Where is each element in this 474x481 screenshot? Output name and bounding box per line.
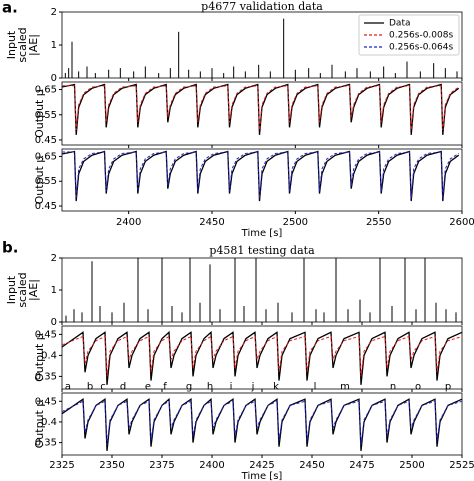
y-tick-label: 0 (51, 317, 57, 328)
x-tick-label: 2500 (283, 217, 308, 228)
y-tick-label: 1 (51, 285, 57, 296)
cycle-letter: o (415, 382, 421, 393)
y-tick-label: 1 (51, 40, 57, 51)
y-tick-label: 0.65 (35, 85, 57, 96)
cycle-letter: n (390, 382, 396, 393)
series-line (61, 83, 460, 135)
y-axis-label: Output μ (33, 400, 46, 449)
y-axis-label: Input (5, 275, 18, 304)
y-tick-label: 0.45 (35, 329, 57, 340)
panel-label: a. (2, 0, 18, 17)
cycle-letter: j (251, 382, 255, 393)
x-tick-label: 2500 (399, 460, 424, 471)
y-axis-label: scaled (16, 272, 29, 307)
cycle-letter: m (340, 382, 350, 393)
y-tick-label: 0.65 (35, 151, 57, 162)
cycle-letter: e (145, 382, 151, 393)
series-line (62, 151, 459, 199)
cycle-letter: k (273, 382, 279, 393)
cycle-letter: h (207, 382, 213, 393)
y-tick-label: 2 (51, 7, 57, 18)
panel-frame (61, 81, 463, 146)
cycle-letter: l (314, 382, 317, 393)
y-axis-label: Output μ (33, 156, 46, 205)
y-tick-label: 0.55 (35, 176, 57, 187)
panel-label: b. (2, 239, 18, 257)
cycle-letter: g (186, 382, 192, 393)
y-tick-label: 0.35 (35, 371, 57, 382)
x-tick-label: 2325 (49, 460, 74, 471)
chart-title: p4581 testing data (209, 244, 315, 257)
series-line (62, 85, 459, 130)
y-axis-label: |AE| (27, 34, 40, 56)
panel-frame (61, 257, 463, 323)
y-tick-label: 2 (51, 253, 57, 264)
cycle-letter: d (120, 382, 126, 393)
x-tick-label: 2525 (449, 460, 474, 471)
series-line (61, 330, 463, 385)
legend-label: 0.256s-0.064s (389, 43, 453, 53)
y-axis-label: Input (5, 30, 18, 59)
y-tick-label: 0.4 (41, 350, 57, 361)
x-tick-label: 2400 (116, 217, 141, 228)
x-tick-label: 2550 (366, 217, 391, 228)
cycle-letter: a (65, 382, 71, 393)
y-tick-label: 0.35 (35, 438, 57, 449)
x-tick-label: 2350 (99, 460, 124, 471)
x-tick-label: 2375 (149, 460, 174, 471)
cycle-letter: f (163, 382, 167, 393)
y-axis-label: Output μ (33, 333, 46, 382)
y-tick-label: 0 (51, 73, 57, 84)
legend-label: Data (389, 19, 411, 29)
y-tick-label: 0.55 (35, 110, 57, 121)
y-tick-label: 0.45 (35, 396, 57, 407)
cycle-letter: i (230, 382, 233, 393)
chart-title: p4677 validation data (201, 0, 323, 13)
x-axis-label: Time [s] (241, 228, 283, 239)
series-line (61, 335, 463, 377)
y-tick-label: 0.4 (41, 417, 57, 428)
legend-box (358, 14, 460, 56)
x-axis-label: Time [s] (241, 471, 283, 481)
y-tick-label: 0.45 (35, 201, 57, 212)
y-axis-label: scaled (16, 27, 29, 62)
y-axis-label: Output μ (33, 89, 46, 138)
x-tick-label: 2450 (199, 217, 224, 228)
cycle-letter: p (445, 382, 451, 393)
series-line (61, 400, 463, 445)
panel-frame (61, 148, 463, 212)
x-tick-label: 2425 (249, 460, 274, 471)
x-tick-label: 2475 (349, 460, 374, 471)
cycle-letter: b (87, 382, 93, 393)
x-tick-label: 2450 (299, 460, 324, 471)
series-line (61, 150, 460, 202)
x-tick-label: 2400 (199, 460, 224, 471)
legend-label: 0.256s-0.008s (389, 31, 453, 41)
series-line (61, 397, 463, 451)
y-axis-label: |AE| (27, 279, 40, 301)
y-tick-label: 0.45 (35, 135, 57, 146)
cycle-letter: c (100, 382, 106, 393)
x-tick-label: 2600 (449, 217, 474, 228)
